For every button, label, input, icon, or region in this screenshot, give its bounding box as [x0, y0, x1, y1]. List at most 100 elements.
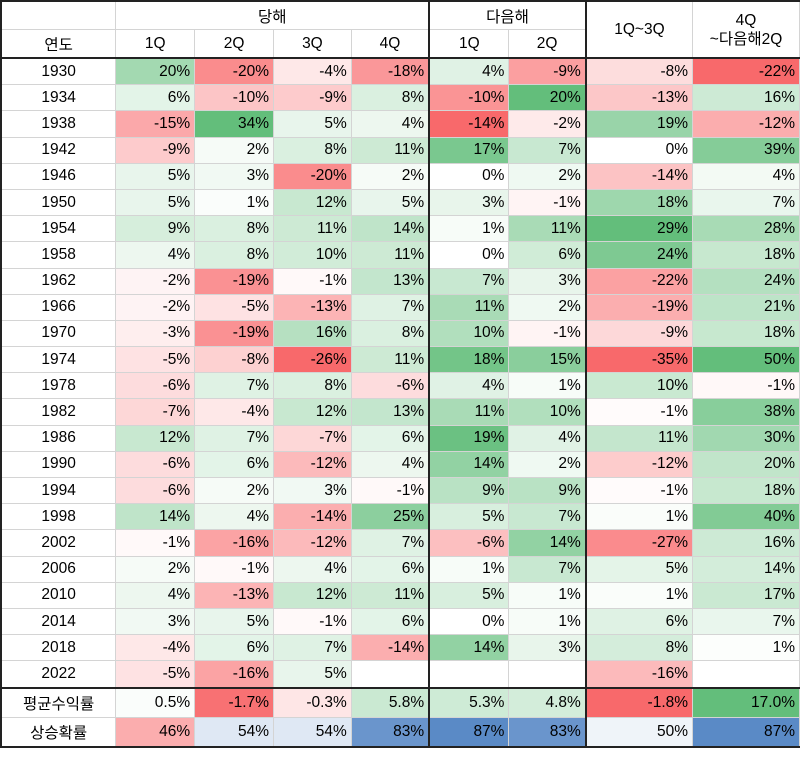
row-year: 1966	[0, 293, 117, 321]
row-year: 1958	[0, 241, 117, 269]
table-row: 1962 -2% -19% -1% 13% 7% 3% -22% 24%	[0, 267, 800, 295]
value-cell: 5%	[428, 503, 510, 531]
table-row: 2014 3% 5% -1% 6% 0% 1% 6% 7%	[0, 607, 800, 636]
value-cell: 19%	[585, 110, 694, 138]
value-cell: -4%	[194, 398, 274, 426]
value-cell: 29%	[585, 215, 694, 243]
value-cell	[508, 660, 587, 689]
header-cum-1q-3q: 1Q~3Q	[585, 0, 694, 59]
value-cell: 7%	[194, 424, 274, 452]
value-cell: 7%	[272, 634, 352, 662]
value-cell: 17%	[692, 581, 800, 609]
value-cell: -2%	[115, 293, 196, 321]
value-cell: 1%	[585, 503, 694, 531]
row-year: 2014	[0, 607, 117, 636]
value-cell: 0%	[585, 136, 694, 164]
row-year: 1934	[0, 84, 117, 112]
row-year: 1942	[0, 136, 117, 164]
probability-cell: 87%	[692, 716, 800, 748]
value-cell: -4%	[115, 634, 196, 662]
value-cell: 12%	[272, 398, 352, 426]
value-cell: -12%	[692, 110, 800, 138]
value-cell: 0%	[428, 607, 510, 636]
table-row: 1958 4% 8% 10% 11% 0% 6% 24% 18%	[0, 241, 800, 269]
value-cell: -16%	[194, 660, 274, 689]
value-cell: 7%	[350, 529, 431, 557]
average-cell: -1.7%	[194, 687, 274, 718]
value-cell: 4%	[428, 372, 510, 400]
value-cell: -8%	[585, 57, 694, 86]
value-cell: 2%	[194, 136, 274, 164]
value-cell: 24%	[692, 267, 800, 295]
value-cell: -22%	[585, 267, 694, 295]
average-row: 평균수익률 0.5% -1.7% -0.3% 5.8% 5.3% 4.8% -1.8% 17.0…	[0, 687, 800, 718]
value-cell: 5%	[350, 188, 431, 217]
value-cell: -19%	[585, 293, 694, 321]
value-cell: 30%	[692, 424, 800, 452]
value-cell: 7%	[508, 136, 587, 164]
value-cell: -14%	[350, 634, 431, 662]
value-cell: -15%	[115, 110, 196, 138]
value-cell: 0%	[428, 162, 510, 190]
value-cell: 18%	[692, 241, 800, 269]
probability-cell: 54%	[194, 716, 274, 748]
value-cell: 6%	[350, 607, 431, 636]
value-cell: -20%	[194, 57, 274, 86]
value-cell: -1%	[350, 476, 431, 505]
value-cell: 7%	[692, 188, 800, 217]
value-cell: 18%	[428, 346, 510, 374]
value-cell: 20%	[115, 57, 196, 86]
row-year: 1930	[0, 57, 117, 86]
value-cell: -1%	[194, 555, 274, 583]
value-cell: -5%	[194, 293, 274, 321]
value-cell: 1%	[508, 607, 587, 636]
table-row: 1954 9% 8% 11% 14% 1% 11% 29% 28%	[0, 215, 800, 243]
value-cell: 8%	[272, 136, 352, 164]
value-cell: -14%	[585, 162, 694, 190]
header-current-year: 당해	[115, 0, 431, 30]
value-cell: 14%	[692, 555, 800, 583]
value-cell: 4%	[115, 581, 196, 609]
value-cell: 14%	[508, 529, 587, 557]
table-row: 2022 -5% -16% 5% -16%	[0, 660, 800, 689]
row-year: 2022	[0, 660, 117, 689]
value-cell: 11%	[428, 293, 510, 321]
table-row: 1942 -9% 2% 8% 11% 17% 7% 0% 39%	[0, 136, 800, 164]
probability-cell: 46%	[115, 716, 196, 748]
value-cell: 12%	[272, 188, 352, 217]
value-cell: -3%	[115, 319, 196, 348]
value-cell: 34%	[194, 110, 274, 138]
probability-label: 상승확률	[0, 716, 117, 748]
value-cell: -9%	[115, 136, 196, 164]
value-cell: 14%	[428, 450, 510, 479]
table-row: 1974 -5% -8% -26% 11% 18% 15% -35% 50%	[0, 346, 800, 374]
value-cell: -6%	[428, 529, 510, 557]
header-q1: 1Q	[115, 29, 196, 59]
value-cell: -6%	[115, 372, 196, 400]
value-cell: 11%	[508, 215, 587, 243]
value-cell: -9%	[508, 57, 587, 86]
value-cell: 8%	[194, 215, 274, 243]
value-cell: -12%	[585, 450, 694, 479]
row-year: 1990	[0, 450, 117, 479]
value-cell: 0%	[428, 241, 510, 269]
average-cell: 0.5%	[115, 687, 196, 718]
value-cell: 14%	[428, 634, 510, 662]
value-cell: 15%	[508, 346, 587, 374]
value-cell: 5%	[585, 555, 694, 583]
value-cell: 19%	[428, 424, 510, 452]
row-year: 1970	[0, 319, 117, 348]
value-cell: 10%	[272, 241, 352, 269]
value-cell: -20%	[272, 162, 352, 190]
value-cell: -13%	[194, 581, 274, 609]
value-cell: 20%	[508, 84, 587, 112]
value-cell: 25%	[350, 503, 431, 531]
table-row: 1982 -7% -4% 12% 13% 11% 10% -1% 38%	[0, 398, 800, 426]
value-cell: 6%	[350, 555, 431, 583]
value-cell: 1%	[585, 581, 694, 609]
probability-cell: 87%	[428, 716, 510, 748]
value-cell: 8%	[194, 241, 274, 269]
value-cell: 20%	[692, 450, 800, 479]
value-cell: 12%	[272, 581, 352, 609]
value-cell: -13%	[585, 84, 694, 112]
